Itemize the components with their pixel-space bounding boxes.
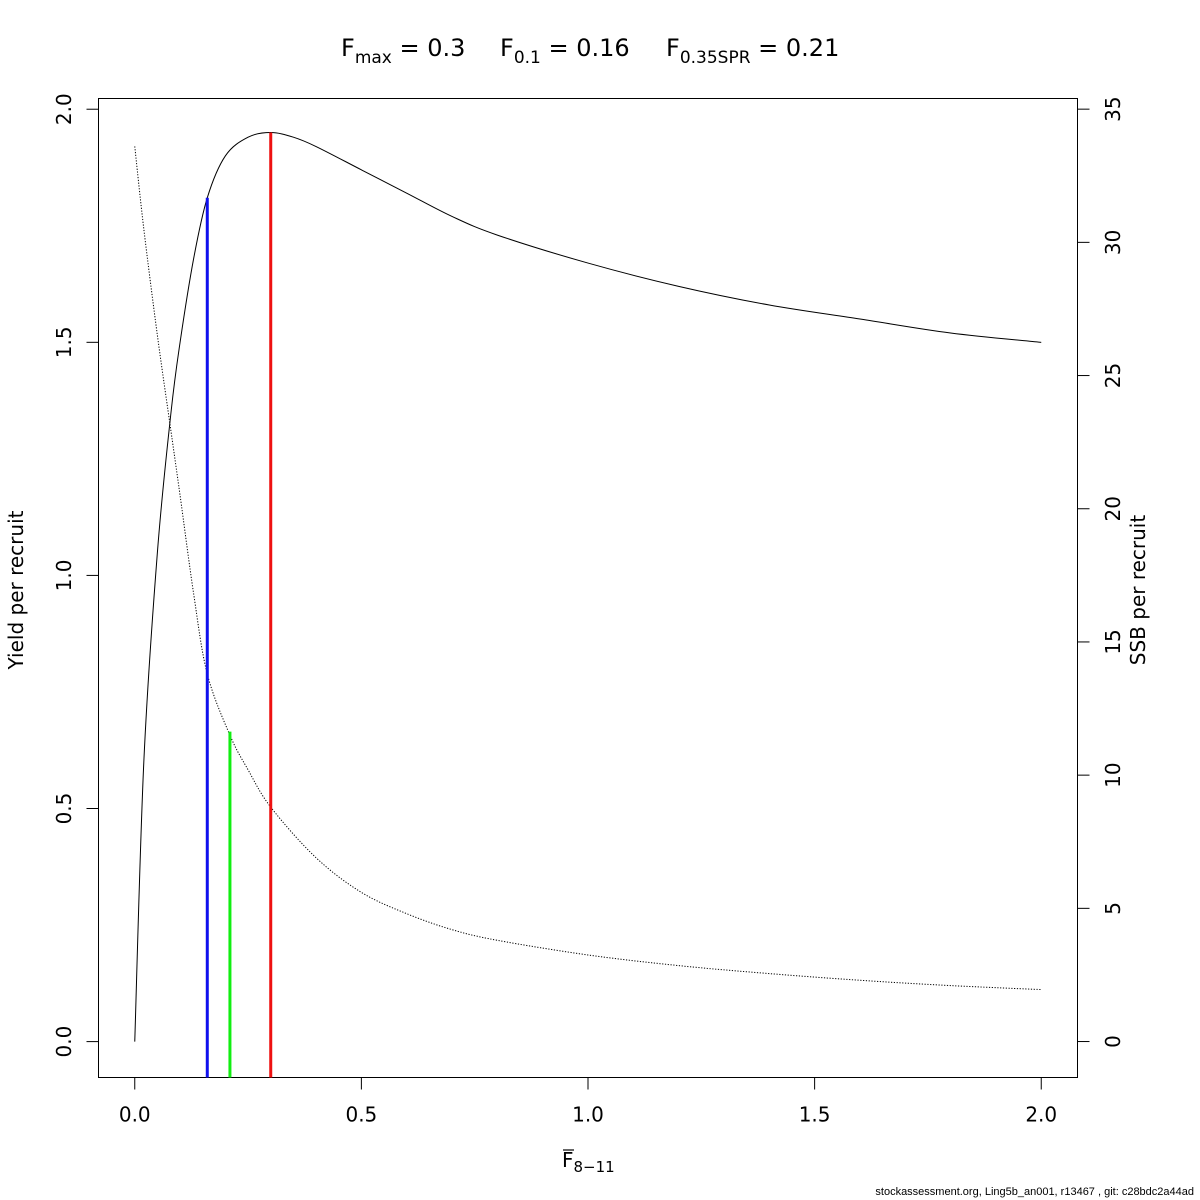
- title-fspr-base: F: [666, 34, 680, 62]
- y-left-tick-label: 0.5: [52, 793, 76, 825]
- x-tick-label: 2.0: [1025, 1103, 1057, 1127]
- title-fmax-rest: = 0.3: [392, 34, 466, 62]
- y-left-tick-label: 0.0: [52, 1026, 76, 1058]
- y-left-label: Yield per recruit: [4, 510, 28, 670]
- x-label: F8−11: [562, 1148, 615, 1176]
- plot-frame: [98, 98, 1078, 1078]
- title-fmax-base: F: [341, 34, 355, 62]
- svg-text:F8−11: F8−11: [562, 1148, 615, 1176]
- y-right-tick-label: 20: [1101, 496, 1125, 521]
- yield-per-recruit-line: [134, 132, 1042, 1042]
- x-axis: 0.0 0.5 1.0 1.5 2.0: [119, 1077, 1057, 1127]
- title-f01-sub: 0.1: [514, 48, 541, 68]
- title-f01-base: F: [500, 34, 514, 62]
- x-tick-label: 1.5: [799, 1103, 831, 1127]
- x-tick-label: 1.0: [572, 1103, 604, 1127]
- series-group: [134, 132, 1042, 1042]
- ssb-per-recruit-line: [134, 146, 1042, 991]
- x-label-base: F: [562, 1148, 574, 1172]
- y-right-tick-label: 30: [1101, 230, 1125, 255]
- y-right-tick-label: 0: [1101, 1035, 1125, 1048]
- y-left-tick-label: 1.5: [52, 326, 76, 358]
- y-left-tick-label: 2.0: [52, 93, 76, 125]
- x-tick-label: 0.5: [345, 1103, 377, 1127]
- x-tick-label: 0.0: [119, 1103, 151, 1127]
- title-f01-rest: = 0.16: [541, 34, 630, 62]
- y-right-axis: 0 5 10 15 20 25 30 35: [1077, 96, 1125, 1048]
- reference-lines: [205, 132, 273, 1078]
- y-right-tick-label: 10: [1101, 762, 1125, 787]
- chart-title: Fmax = 0.3 F0.1 = 0.16 F0.35SPR = 0.21: [341, 34, 839, 68]
- y-right-tick-label: 35: [1101, 96, 1125, 121]
- title-fspr-rest: = 0.21: [751, 34, 840, 62]
- title-fmax-sub: max: [355, 48, 392, 68]
- footer-note: stockassessment.org, Ling5b_an001, r1346…: [875, 1186, 1194, 1198]
- y-right-tick-label: 5: [1101, 902, 1125, 915]
- title-fspr-sub: 0.35SPR: [680, 48, 751, 68]
- y-left-axis: 0.0 0.5 1.0 1.5 2.0: [52, 93, 99, 1058]
- y-left-tick-label: 1.0: [52, 560, 76, 592]
- y-right-tick-label: 25: [1101, 363, 1125, 388]
- y-right-label: SSB per recruit: [1126, 515, 1150, 666]
- x-label-sub: 8−11: [574, 1158, 615, 1176]
- y-right-tick-label: 15: [1101, 629, 1125, 654]
